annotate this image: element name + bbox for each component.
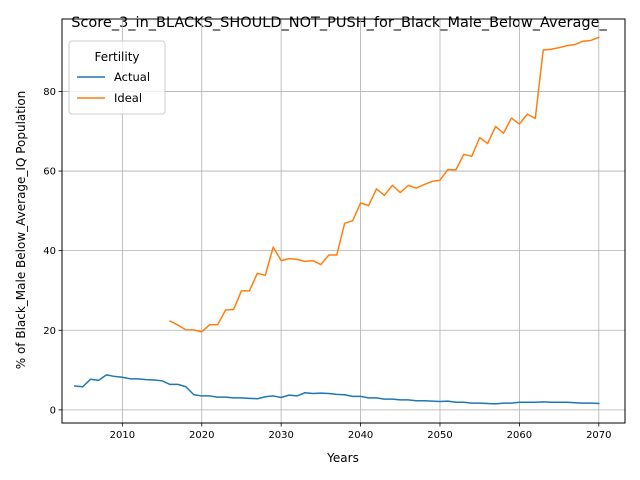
x-tick-label: 2050 [427,430,452,441]
series-line-actual [73,374,600,405]
legend-label-actual: Actual [114,70,150,84]
legend-box [68,40,166,115]
y-tick-label: 60 [43,167,56,178]
x-tick-label: 2070 [586,430,611,441]
grid [62,19,625,423]
y-tick-label: 20 [43,326,56,337]
y-axis-label: % of Black_Male Below_Average_IQ Populat… [14,91,28,370]
series-lines [73,36,600,405]
x-tick-label: 2030 [268,430,293,441]
x-tick-label: 2060 [507,430,532,441]
y-tick-label: 80 [43,87,56,98]
plot-frame [61,18,626,424]
legend-title: Fertility [94,50,139,64]
legend-label-ideal: Ideal [114,91,142,105]
x-tick-label: 2010 [110,430,135,441]
x-tick-label: 2040 [348,430,373,441]
y-tick-label: 0 [50,405,56,416]
legend: Fertility Actual Ideal [68,40,166,115]
chart-title: Score_3_in_BLACKS_SHOULD_NOT_PUSH_for_Bl… [71,15,607,31]
x-tick-label: 2020 [189,430,214,441]
series-line-ideal [168,36,600,333]
x-axis-label: Years [326,451,359,465]
y-tick-label: 40 [43,246,56,257]
